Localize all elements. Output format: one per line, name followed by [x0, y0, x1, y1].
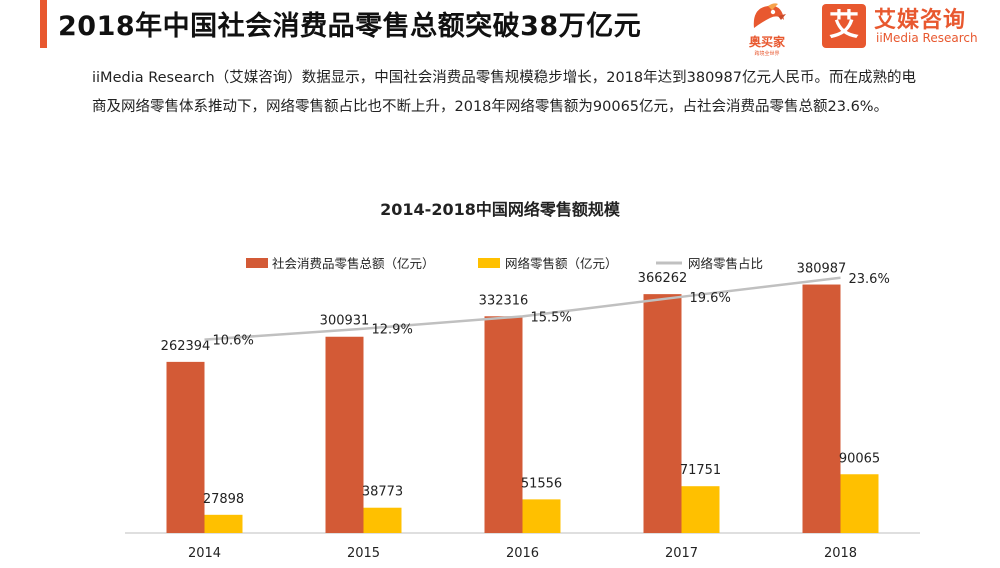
bar-total-label-2015: 300931	[320, 314, 370, 329]
bar-online-label-2016: 51556	[521, 476, 562, 491]
bar-online-2017	[681, 486, 720, 533]
bar-online-2016	[522, 499, 561, 533]
iimedia-logo: 艾 艾媒咨询 iiMedia Research	[822, 2, 997, 54]
share-label-2015: 12.9%	[372, 323, 413, 338]
share-label-2016: 15.5%	[531, 310, 572, 325]
share-line	[204, 276, 841, 341]
aomaijia-bird-icon	[753, 3, 786, 28]
aomaijia-name: 奥买家	[748, 35, 785, 49]
share-label-2017: 19.6%	[690, 291, 731, 306]
legend-label-share: 网络零售占比	[688, 256, 763, 271]
bar-total-label-2018: 380987	[797, 262, 847, 277]
chart-title: 2014-2018中国网络零售额规模	[380, 200, 620, 219]
bar-online-label-2018: 90065	[839, 451, 880, 466]
x-tick-label-2015: 2015	[347, 546, 380, 561]
bar-online-2014	[204, 514, 243, 533]
share-label-2018: 23.6%	[849, 272, 890, 287]
iimedia-cn-name: 艾媒咨询	[874, 8, 967, 33]
bar-online-label-2015: 38773	[362, 485, 403, 500]
aomaijia-logo: 奥买家 跨境全世界	[738, 2, 796, 57]
legend-label-online: 网络零售额（亿元）	[505, 256, 618, 271]
x-tick-label-2014: 2014	[188, 546, 221, 561]
bar-total-label-2016: 332316	[479, 293, 529, 308]
legend-swatch-total	[246, 258, 268, 268]
bar-online-label-2017: 71751	[680, 463, 721, 478]
x-tick-label-2016: 2016	[506, 546, 539, 561]
bar-total-2016	[484, 316, 523, 533]
page-title: 2018年中国社会消费品零售总额突破38万亿元	[58, 11, 642, 42]
bar-total-label-2014: 262394	[161, 339, 211, 354]
bar-total-label-2017: 366262	[638, 271, 688, 286]
aomaijia-tagline: 跨境全世界	[754, 51, 780, 57]
iimedia-en-name: iiMedia Research	[876, 31, 978, 45]
chart-marks: 262394 27898 2014 300931 38773 2015 332316 5155…	[161, 262, 890, 561]
x-tick-label-2018: 2018	[824, 546, 857, 561]
chart-legend: 社会消费品零售总额（亿元） 网络零售额（亿元） 网络零售占比	[246, 256, 763, 271]
bar-total-2014	[166, 361, 205, 533]
share-label-2014: 10.6%	[213, 334, 254, 349]
bar-online-label-2014: 27898	[203, 492, 244, 507]
x-tick-label-2017: 2017	[665, 546, 698, 561]
bar-total-2015	[325, 336, 364, 533]
intro-paragraph: iiMedia Research（艾媒咨询）数据显示，中国社会消费品零售规模稳步…	[92, 70, 916, 115]
bar-online-2015	[363, 507, 402, 533]
legend-swatch-online	[478, 258, 500, 268]
legend-label-total: 社会消费品零售总额（亿元）	[272, 256, 435, 271]
bar-total-2017	[643, 294, 682, 533]
title-accent-bar	[40, 0, 47, 48]
bar-online-2018	[840, 474, 879, 533]
bar-total-2018	[802, 284, 841, 533]
iimedia-logo-icon: 艾	[822, 4, 866, 48]
